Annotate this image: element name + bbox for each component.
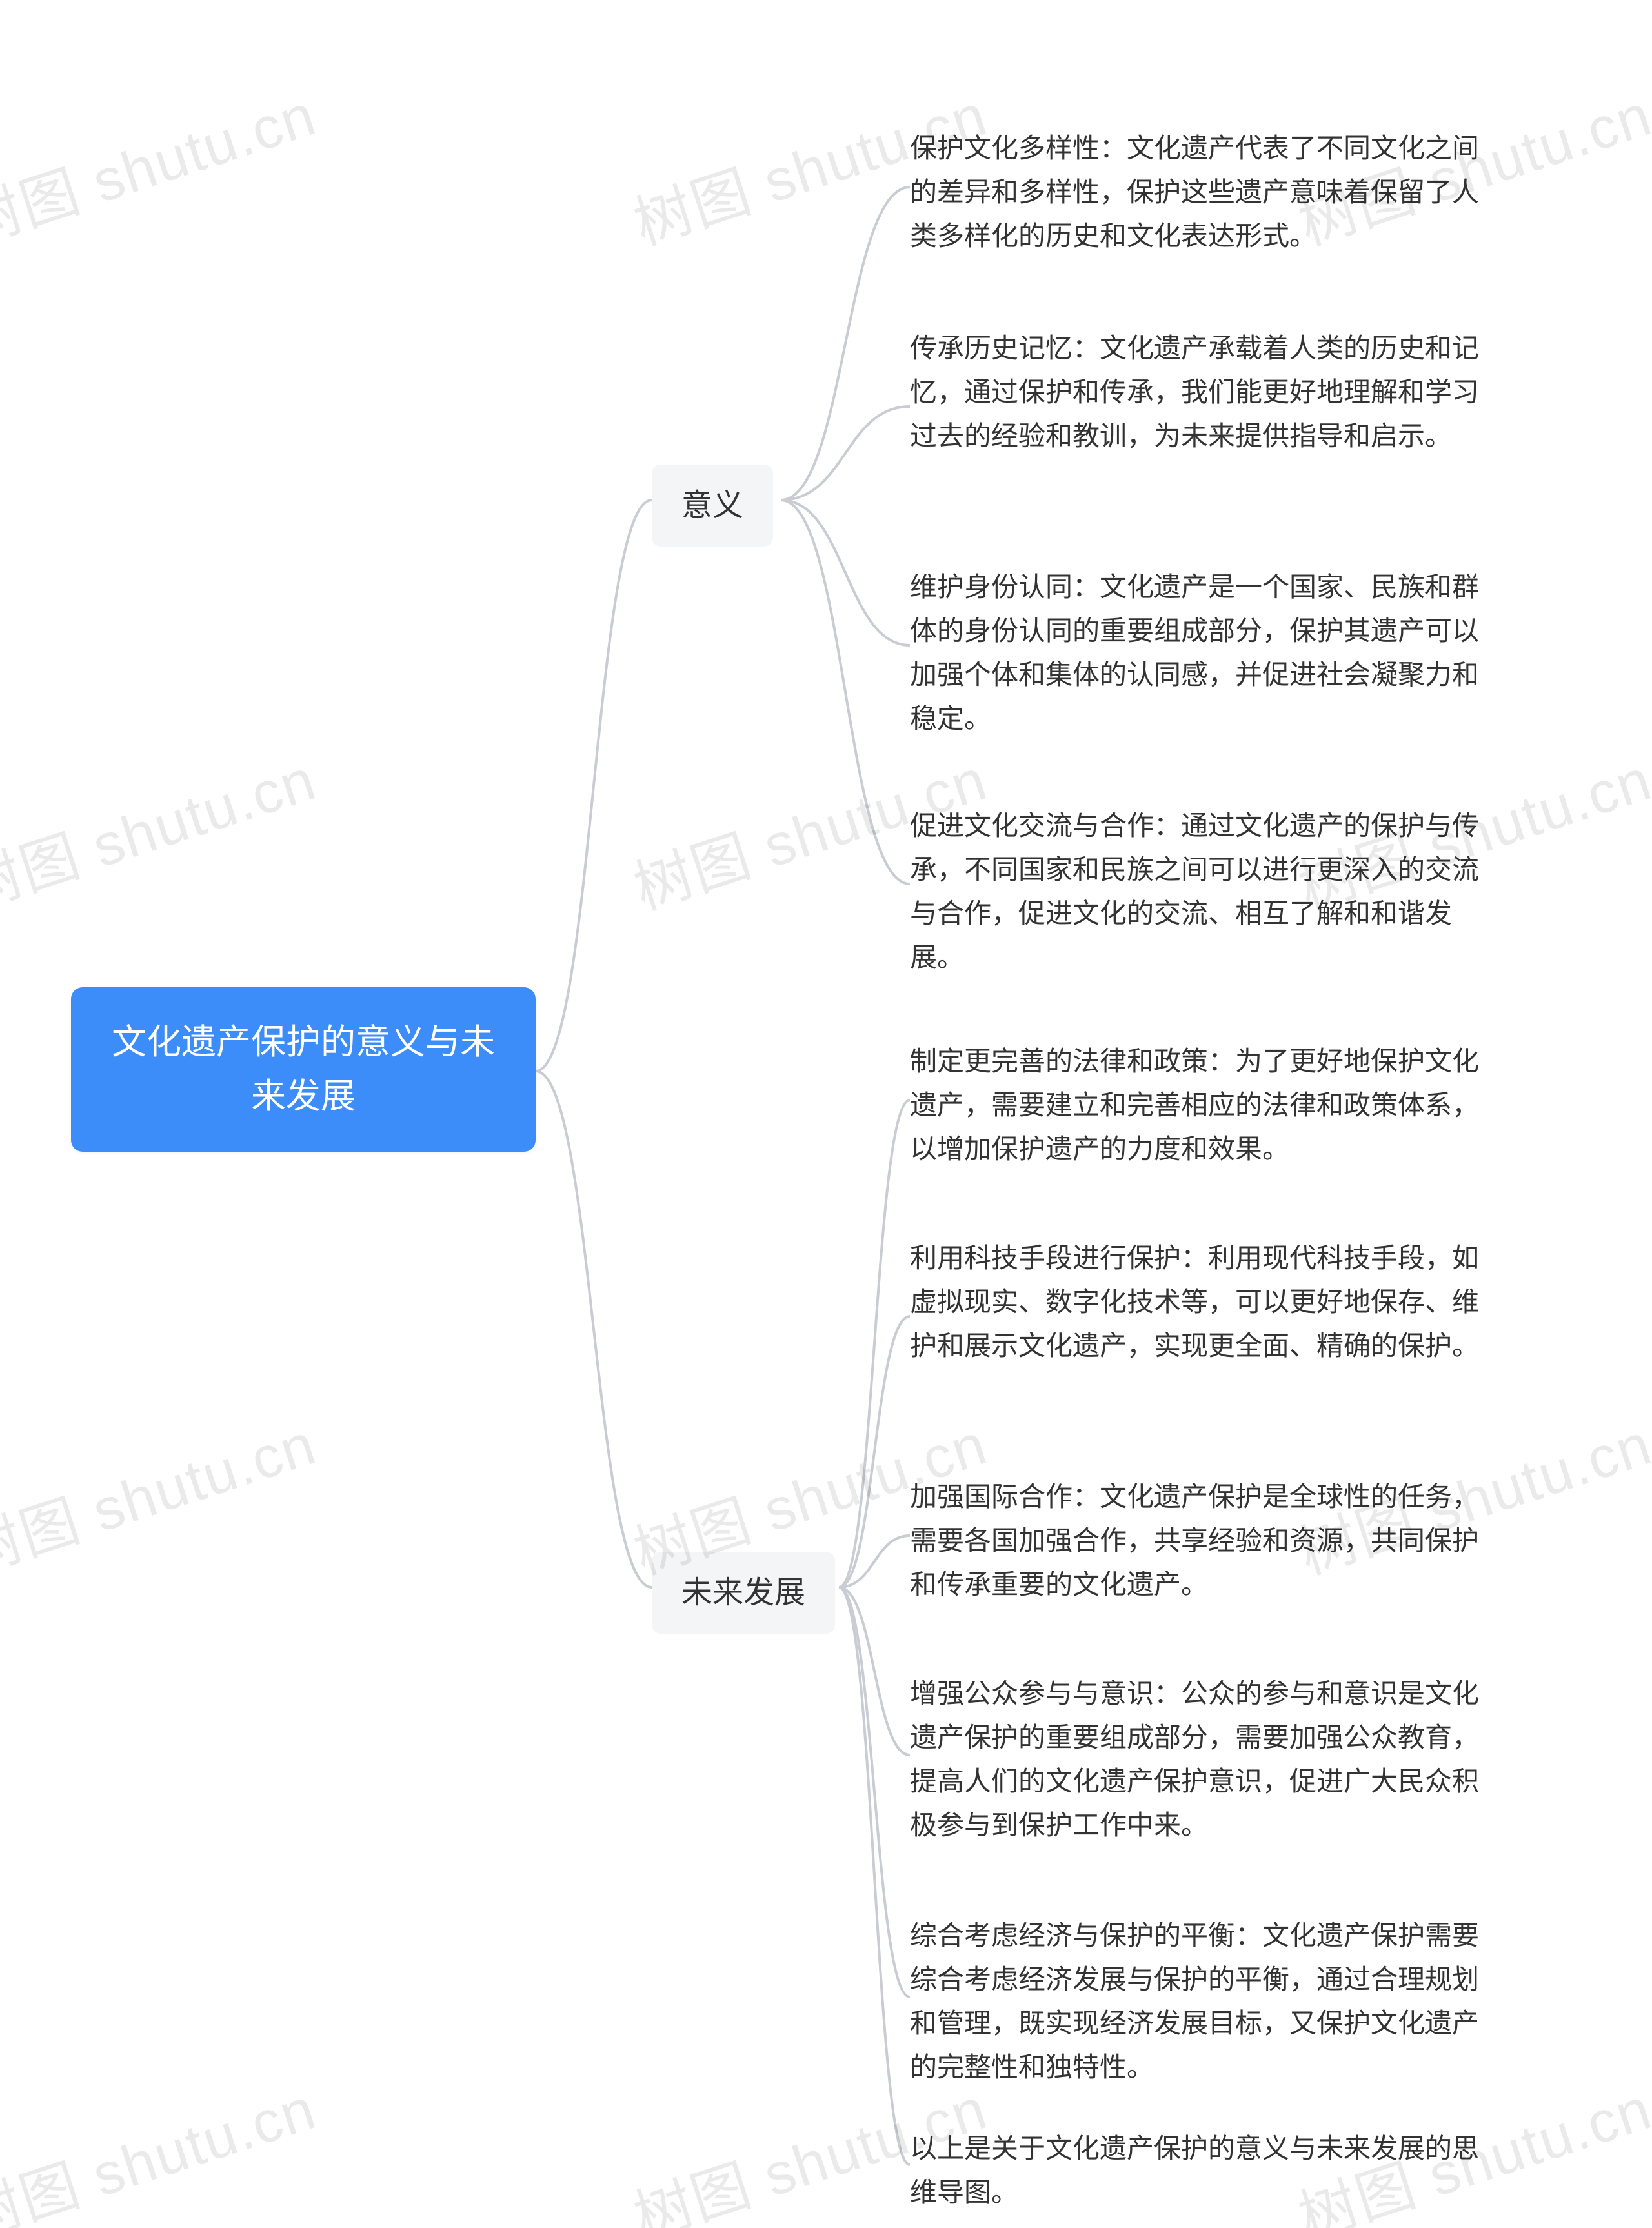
watermark: 树图 shutu.cn (0, 68, 325, 261)
branch-label: 未来发展 (681, 1576, 805, 1610)
leaf-text: 制定更完善的法律和政策：为了更好地保护文化遗产，需要建立和完善相应的法律和政策体… (910, 1046, 1479, 1164)
root-node-text: 文化遗产保护的意义与未来发展 (112, 1023, 495, 1116)
leaf-node[interactable]: 以上是关于文化遗产保护的意义与未来发展的思维导图。 (910, 2123, 1504, 2218)
leaf-node[interactable]: 保护文化多样性：文化遗产代表了不同文化之间的差异和多样性，保护这些遗产意味着保留… (910, 123, 1504, 262)
leaf-node[interactable]: 加强国际合作：文化遗产保护是全球性的任务，需要各国加强合作，共享经验和资源，共同… (910, 1471, 1504, 1611)
leaf-text: 维护身份认同：文化遗产是一个国家、民族和群体的身份认同的重要组成部分，保护其遗产… (910, 572, 1479, 734)
leaf-text: 综合考虑经济与保护的平衡：文化遗产保护需要综合考虑经济发展与保护的平衡，通过合理… (910, 1920, 1479, 2082)
leaf-text: 利用科技手段进行保护：利用现代科技手段，如虚拟现实、数字化技术等，可以更好地保存… (910, 1243, 1479, 1361)
leaf-text: 增强公众参与与意识：公众的参与和意识是文化遗产保护的重要组成部分，需要加强公众教… (910, 1678, 1479, 1840)
watermark: 树图 shutu.cn (0, 2062, 325, 2228)
watermark: 树图 shutu.cn (0, 733, 325, 926)
leaf-node[interactable]: 传承历史记忆：文化遗产承载着人类的历史和记忆，通过保护和传承，我们能更好地理解和… (910, 323, 1504, 462)
leaf-text: 传承历史记忆：文化遗产承载着人类的历史和记忆，通过保护和传承，我们能更好地理解和… (910, 333, 1479, 451)
leaf-text: 以上是关于文化遗产保护的意义与未来发展的思维导图。 (910, 2133, 1479, 2207)
leaf-node[interactable]: 促进文化交流与合作：通过文化遗产的保护与传承，不同国家和民族之间可以进行更深入的… (910, 800, 1504, 983)
leaf-node[interactable]: 增强公众参与与意识：公众的参与和意识是文化遗产保护的重要组成部分，需要加强公众教… (910, 1668, 1504, 1851)
leaf-node[interactable]: 利用科技手段进行保护：利用现代科技手段，如虚拟现实、数字化技术等，可以更好地保存… (910, 1232, 1504, 1372)
leaf-text: 加强国际合作：文化遗产保护是全球性的任务，需要各国加强合作，共享经验和资源，共同… (910, 1481, 1479, 1600)
leaf-text: 保护文化多样性：文化遗产代表了不同文化之间的差异和多样性，保护这些遗产意味着保留… (910, 133, 1479, 251)
watermark: 树图 shutu.cn (0, 1398, 325, 1591)
leaf-node[interactable]: 制定更完善的法律和政策：为了更好地保护文化遗产，需要建立和完善相应的法律和政策体… (910, 1036, 1504, 1175)
root-node[interactable]: 文化遗产保护的意义与未来发展 (71, 987, 536, 1152)
branch-label: 意义 (681, 488, 743, 523)
leaf-text: 促进文化交流与合作：通过文化遗产的保护与传承，不同国家和民族之间可以进行更深入的… (910, 810, 1479, 972)
branch-node-future[interactable]: 未来发展 (652, 1552, 835, 1634)
leaf-node[interactable]: 综合考虑经济与保护的平衡：文化遗产保护需要综合考虑经济发展与保护的平衡，通过合理… (910, 1910, 1504, 2093)
leaf-node[interactable]: 维护身份认同：文化遗产是一个国家、民族和群体的身份认同的重要组成部分，保护其遗产… (910, 561, 1504, 745)
branch-node-meaning[interactable]: 意义 (652, 465, 773, 547)
mindmap-canvas: 文化遗产保护的意义与未来发展 意义 未来发展 保护文化多样性：文化遗产代表了不同… (0, 0, 1652, 2228)
